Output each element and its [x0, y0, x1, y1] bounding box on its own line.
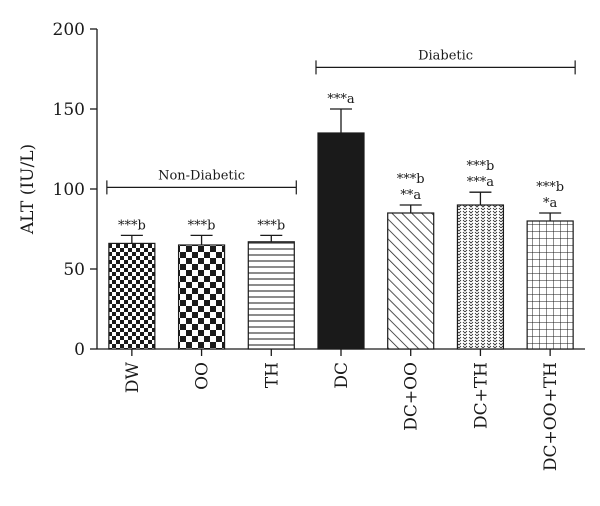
x-tick-label: DC+TH [471, 362, 491, 429]
bar [317, 132, 365, 350]
significance-label: ***b [118, 218, 146, 233]
bar [387, 212, 435, 350]
x-tick-label: DW [123, 361, 143, 393]
y-tick-label: 100 [53, 180, 85, 200]
y-axis-label: ALT (IU/L) [18, 144, 38, 235]
y-tick-label: 200 [53, 20, 85, 40]
significance-label: ***b [536, 180, 564, 195]
significance-label: **a [400, 188, 421, 203]
y-tick-label: 0 [74, 340, 85, 360]
bar [108, 242, 156, 350]
group-label: Non-Diabetic [158, 168, 245, 183]
significance-label: *a [543, 196, 558, 211]
x-tick-label: TH [262, 362, 282, 388]
y-tick-label: 150 [53, 100, 85, 120]
y-tick-label: 50 [63, 260, 85, 280]
significance-label: ***a [467, 175, 495, 190]
x-tick-label: DC+OO+TH [541, 362, 561, 471]
significance-label: ***b [397, 172, 425, 187]
bar [456, 204, 505, 350]
bar [526, 220, 574, 350]
significance-label: ***b [257, 218, 285, 233]
significance-label: ***b [467, 159, 495, 174]
x-tick-label: DC+OO [402, 362, 422, 431]
x-tick-label: DC [332, 362, 352, 389]
bar [177, 244, 226, 350]
group-label: Diabetic [418, 48, 473, 63]
x-tick-label: OO [193, 362, 213, 390]
bar [247, 241, 295, 350]
significance-label: ***b [188, 218, 216, 233]
significance-label: ***a [327, 92, 355, 107]
